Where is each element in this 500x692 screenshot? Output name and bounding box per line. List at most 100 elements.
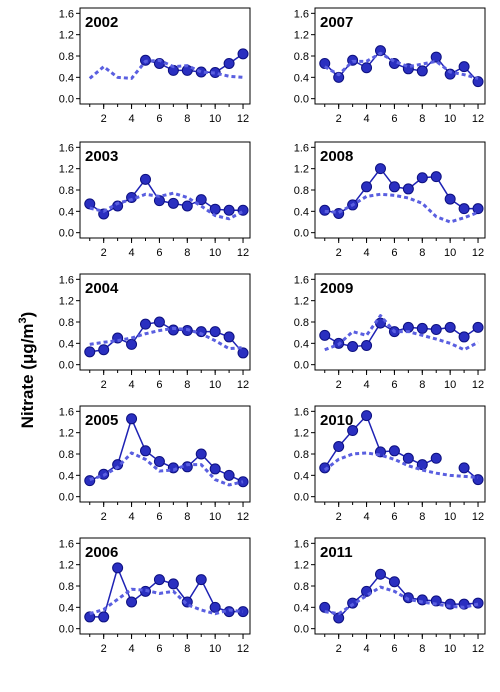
y-tick-label: 0.8 xyxy=(294,51,309,63)
x-tick-label: 8 xyxy=(184,379,190,391)
x-tick-label: 8 xyxy=(184,113,190,125)
data-point xyxy=(195,448,207,460)
x-tick-label: 8 xyxy=(419,113,425,125)
y-tick-label: 0.4 xyxy=(294,470,309,482)
data-point xyxy=(444,193,456,205)
panel-2007: 0.0 0.4 0.8 1.2 1.6 2 4 6 8 10 12 2007 xyxy=(294,7,486,125)
data-point xyxy=(209,463,221,475)
x-tick-label: 10 xyxy=(444,247,456,259)
series-dotted-line xyxy=(324,314,479,352)
data-point xyxy=(223,331,235,343)
y-tick-label: 0.8 xyxy=(294,449,309,461)
x-tick-label: 12 xyxy=(237,247,249,259)
y-axis-label-main: Nitrate (μg/m xyxy=(18,323,37,428)
x-tick-label: 2 xyxy=(336,643,342,655)
data-point xyxy=(416,459,428,471)
data-point xyxy=(472,474,484,486)
x-tick-label: 4 xyxy=(363,247,369,259)
x-tick-label: 2 xyxy=(101,113,107,125)
y-tick-label: 1.2 xyxy=(59,30,74,42)
x-tick-label: 8 xyxy=(184,247,190,259)
y-tick-label: 0.4 xyxy=(59,602,74,614)
panel-2010: 0.0 0.4 0.8 1.2 1.6 2 4 6 8 10 12 2010 xyxy=(294,405,486,523)
x-tick-label: 10 xyxy=(209,643,221,655)
series-dotted-line xyxy=(89,587,244,616)
y-axis-label-superscript: 3 xyxy=(17,317,29,323)
panel-title: 2006 xyxy=(85,544,118,561)
panel-title: 2005 xyxy=(85,412,118,429)
data-point xyxy=(444,321,456,333)
panel-title: 2004 xyxy=(85,280,119,297)
y-tick-label: 0.8 xyxy=(59,317,74,329)
x-tick-label: 6 xyxy=(156,379,162,391)
y-tick-label: 1.2 xyxy=(294,560,309,572)
data-point xyxy=(209,601,221,613)
x-tick-label: 8 xyxy=(419,247,425,259)
panel-2004: 0.0 0.4 0.8 1.2 1.6 2 4 6 8 10 12 2004 xyxy=(59,273,251,391)
y-tick-label: 0.0 xyxy=(294,624,309,636)
data-point xyxy=(333,441,345,453)
data-point xyxy=(98,344,110,356)
x-tick-label: 10 xyxy=(444,113,456,125)
data-point xyxy=(139,318,151,330)
y-tick-label: 1.2 xyxy=(59,560,74,572)
panel-title: 2002 xyxy=(85,14,118,31)
data-point xyxy=(458,331,470,343)
y-tick-label: 1.2 xyxy=(294,30,309,42)
x-tick-label: 2 xyxy=(336,379,342,391)
data-point xyxy=(333,71,345,83)
y-tick-label: 1.6 xyxy=(59,142,74,154)
panel-2006: 0.0 0.4 0.8 1.2 1.6 2 4 6 8 10 12 2006 xyxy=(59,537,251,655)
x-tick-label: 12 xyxy=(237,379,249,391)
data-point xyxy=(402,452,414,464)
y-tick-label: 0.8 xyxy=(294,185,309,197)
x-tick-label: 6 xyxy=(156,247,162,259)
x-tick-label: 12 xyxy=(472,511,484,523)
x-tick-label: 12 xyxy=(472,113,484,125)
x-tick-label: 6 xyxy=(156,643,162,655)
x-tick-label: 4 xyxy=(128,379,134,391)
data-point xyxy=(84,475,96,487)
data-point xyxy=(167,324,179,336)
panel-2002: 0.0 0.4 0.8 1.2 1.6 2 4 6 8 10 12 2002 xyxy=(59,7,251,125)
data-point xyxy=(84,346,96,358)
data-point xyxy=(319,57,331,69)
data-point xyxy=(195,194,207,206)
data-point xyxy=(167,197,179,209)
data-point xyxy=(223,469,235,481)
data-point xyxy=(237,48,249,60)
y-tick-label: 0.8 xyxy=(59,449,74,461)
y-tick-label: 0.0 xyxy=(59,360,74,372)
data-point xyxy=(416,322,428,334)
data-point xyxy=(388,445,400,457)
y-tick-label: 0.4 xyxy=(59,338,74,350)
y-tick-label: 0.0 xyxy=(294,228,309,240)
y-axis-label-close: ) xyxy=(18,312,37,318)
data-point xyxy=(347,425,359,437)
y-tick-label: 1.2 xyxy=(59,428,74,440)
x-tick-label: 10 xyxy=(444,643,456,655)
x-tick-label: 12 xyxy=(237,643,249,655)
y-tick-label: 0.4 xyxy=(294,602,309,614)
x-tick-label: 8 xyxy=(419,379,425,391)
panel-title: 2011 xyxy=(320,544,353,561)
panel-title: 2008 xyxy=(320,148,353,165)
y-tick-label: 0.0 xyxy=(294,360,309,372)
data-point xyxy=(181,200,193,212)
y-tick-label: 0.4 xyxy=(294,206,309,218)
x-tick-label: 4 xyxy=(128,511,134,523)
y-tick-label: 1.6 xyxy=(59,406,74,418)
y-tick-label: 0.0 xyxy=(59,94,74,106)
y-tick-label: 1.6 xyxy=(59,538,74,550)
panel-2005: 0.0 0.4 0.8 1.2 1.6 2 4 6 8 10 12 2005 xyxy=(59,405,251,523)
panels-group: 0.0 0.4 0.8 1.2 1.6 2 4 6 8 10 12 2002 0.0 0.4 0.8 1.2 1… xyxy=(59,7,486,655)
data-point xyxy=(416,65,428,77)
data-point xyxy=(402,183,414,195)
data-point xyxy=(430,323,442,335)
panel-2003: 0.0 0.4 0.8 1.2 1.6 2 4 6 8 10 12 2003 xyxy=(59,141,251,259)
x-tick-label: 2 xyxy=(101,247,107,259)
x-tick-label: 10 xyxy=(209,379,221,391)
x-tick-label: 8 xyxy=(184,643,190,655)
x-tick-label: 12 xyxy=(237,113,249,125)
data-point xyxy=(472,597,484,609)
